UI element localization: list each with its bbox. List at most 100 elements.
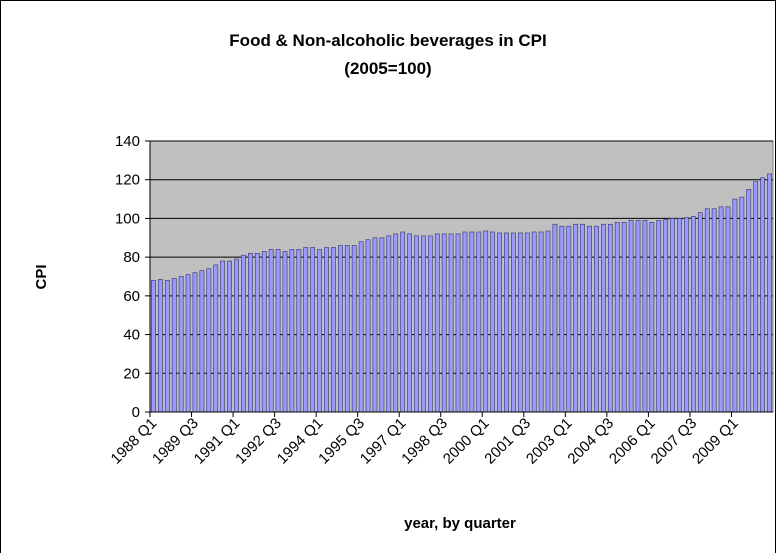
bar: [725, 206, 731, 413]
bar: [469, 231, 475, 413]
bar: [559, 225, 565, 413]
bar: [697, 212, 703, 413]
bar: [372, 237, 378, 413]
bar: [199, 270, 205, 413]
y-axis-label: CPI: [33, 264, 50, 289]
bar: [310, 247, 316, 413]
y-tick-label: 140: [115, 133, 140, 150]
bar: [344, 245, 350, 413]
bar: [566, 225, 572, 413]
bar: [462, 231, 468, 413]
bar: [178, 276, 184, 413]
bar: [511, 232, 516, 413]
bar: [282, 251, 288, 413]
bar: [296, 249, 302, 413]
bar: [386, 235, 392, 413]
bar: [379, 237, 385, 413]
plot-area: [149, 140, 774, 413]
bar: [739, 196, 745, 413]
bar: [531, 231, 537, 413]
bar: [607, 223, 613, 413]
bar: [455, 233, 461, 413]
bar: [365, 239, 371, 413]
bar: [254, 252, 260, 413]
bar: [580, 223, 586, 413]
bar: [337, 245, 343, 413]
chart-subtitle: (2005=100): [344, 59, 431, 78]
bar: [414, 235, 419, 413]
y-tick-label: 20: [123, 365, 140, 382]
bar: [614, 222, 620, 413]
bar: [677, 218, 682, 413]
bar: [767, 173, 772, 413]
bar: [732, 198, 738, 413]
bar: [317, 249, 322, 413]
bar: [621, 222, 627, 413]
bar: [670, 218, 676, 413]
bar: [434, 233, 440, 413]
bar: [711, 208, 717, 413]
bar: [171, 278, 177, 413]
bar: [400, 231, 406, 413]
bar: [324, 247, 329, 413]
bar: [704, 208, 710, 413]
bar: [158, 279, 163, 413]
bar: [746, 189, 752, 413]
bar: [601, 223, 606, 413]
bar: [303, 247, 309, 413]
bar: [234, 258, 239, 413]
bar: [476, 231, 482, 413]
bar: [635, 220, 641, 413]
bar: [358, 241, 364, 413]
bar: [151, 280, 156, 413]
bar: [524, 232, 530, 413]
bar: [164, 280, 170, 413]
bar: [213, 264, 219, 413]
bar: [628, 220, 634, 413]
bar: [206, 268, 212, 413]
bar: [760, 177, 765, 413]
bar: [427, 235, 433, 413]
bar: [421, 235, 426, 413]
bar: [185, 274, 191, 413]
bar: [407, 233, 412, 413]
bar: [573, 223, 579, 413]
y-tick-label: 40: [123, 327, 140, 344]
bar: [718, 206, 724, 413]
y-tick-label: 60: [123, 288, 140, 305]
bar: [261, 251, 267, 413]
y-tick-label: 80: [123, 249, 140, 266]
bar: [268, 249, 274, 413]
bar: [656, 220, 662, 413]
bar: [289, 249, 295, 413]
x-axis-label: year, by quarter: [404, 515, 516, 532]
bar: [241, 254, 246, 413]
bar: [393, 233, 399, 413]
bar: [220, 260, 226, 413]
bar: [753, 181, 759, 413]
bar: [545, 230, 551, 413]
bar: [552, 223, 558, 413]
y-tick-label: 100: [115, 210, 140, 227]
bar: [642, 220, 648, 413]
bar: [490, 231, 496, 413]
y-tick-label: 0: [132, 404, 140, 421]
bar: [192, 272, 198, 413]
bar: [351, 245, 357, 413]
chart-title: Food & Non-alcoholic beverages in CPI: [229, 31, 546, 50]
bar: [663, 219, 669, 413]
bar: [441, 233, 447, 413]
bar: [497, 232, 502, 413]
bar: [649, 222, 655, 413]
bar: [448, 233, 454, 413]
bar: [538, 231, 544, 413]
bar: [504, 232, 509, 413]
bar: [247, 252, 253, 413]
bar: [275, 249, 281, 413]
y-tick-label: 120: [115, 172, 140, 189]
bar: [587, 225, 592, 413]
bar: [483, 230, 489, 413]
bar: [331, 247, 336, 413]
bar: [691, 216, 696, 413]
